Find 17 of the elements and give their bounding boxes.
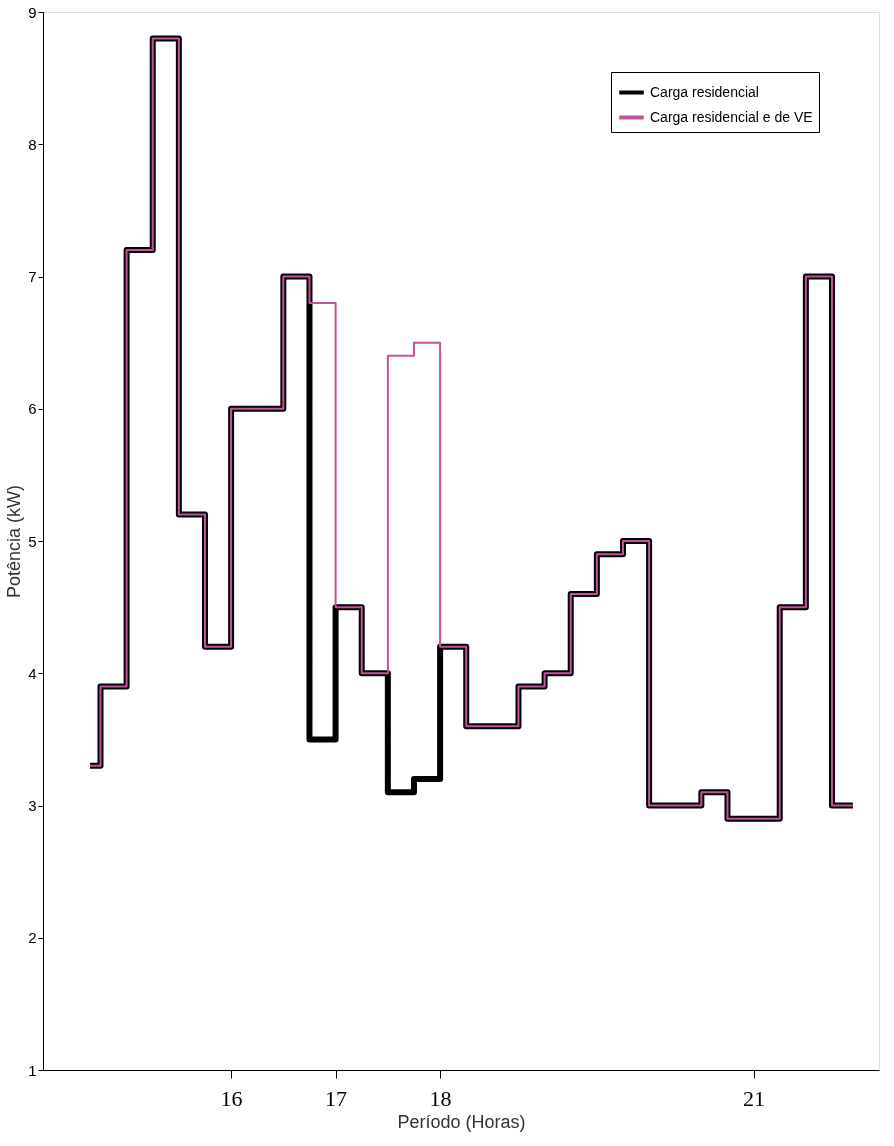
x-tick-label: 21 (743, 1085, 766, 1111)
legend-label: Carga residencial e de VE (650, 108, 813, 125)
y-tick-label: 9 (28, 3, 37, 21)
y-tick-label: 3 (28, 797, 37, 814)
y-tick-label: 5 (28, 532, 37, 550)
y-tick-label: 1 (28, 1061, 37, 1079)
x-tick-label: 17 (325, 1085, 348, 1111)
y-tick-label: 2 (28, 929, 37, 947)
x-axis-title: Período (Horas) (397, 1111, 526, 1132)
x-tick-label: 16 (220, 1085, 243, 1111)
y-tick-label: 4 (28, 664, 37, 682)
y-tick-label: 7 (28, 268, 37, 285)
y-axis-title: Potência (kW) (4, 484, 25, 599)
x-tick-label: 18 (429, 1085, 452, 1111)
legend-label: Carga residencial (650, 83, 759, 100)
y-tick-label: 8 (28, 135, 37, 153)
y-tick-label: 6 (28, 400, 37, 418)
